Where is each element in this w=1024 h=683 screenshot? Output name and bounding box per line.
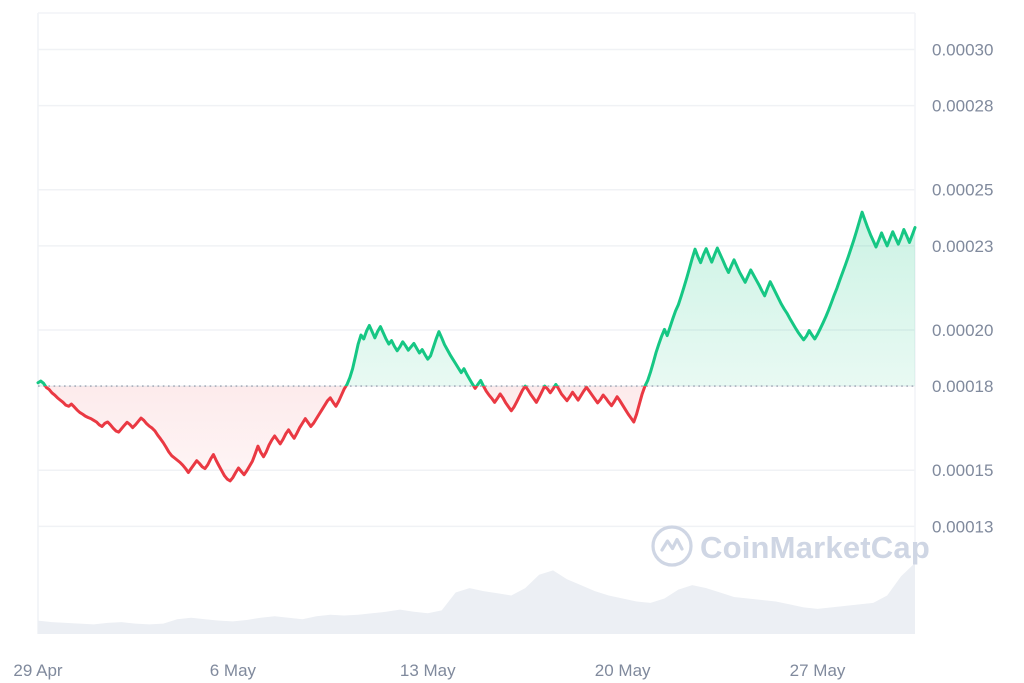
x-axis-tick-labels: 29 Apr 6 May 13 May 20 May 27 May bbox=[13, 661, 846, 680]
y-tick-label: 0.00015 bbox=[932, 461, 993, 480]
x-tick-label: 29 Apr bbox=[13, 661, 62, 680]
y-tick-label: 0.00018 bbox=[932, 377, 993, 396]
y-tick-label: 0.00013 bbox=[932, 517, 993, 536]
volume-area bbox=[38, 562, 915, 634]
price-line bbox=[36, 210, 917, 483]
y-tick-label: 0.00030 bbox=[932, 40, 993, 59]
y-tick-label: 0.00025 bbox=[932, 181, 993, 200]
y-tick-label: 0.00028 bbox=[932, 97, 993, 116]
coinmarketcap-logo-icon bbox=[651, 525, 693, 567]
x-tick-label: 6 May bbox=[210, 661, 257, 680]
y-axis-tick-labels: 0.00030 0.00028 0.00025 0.00023 0.00020 0.000… bbox=[932, 40, 993, 536]
y-tick-label: 0.00023 bbox=[932, 237, 993, 256]
x-tick-label: 27 May bbox=[790, 661, 846, 680]
watermark: CoinMarketCap bbox=[651, 525, 930, 567]
x-tick-label: 20 May bbox=[595, 661, 651, 680]
y-tick-label: 0.00020 bbox=[932, 321, 993, 340]
price-area-fills bbox=[38, 212, 915, 481]
watermark-label: CoinMarketCap bbox=[700, 530, 930, 565]
x-tick-label: 13 May bbox=[400, 661, 456, 680]
